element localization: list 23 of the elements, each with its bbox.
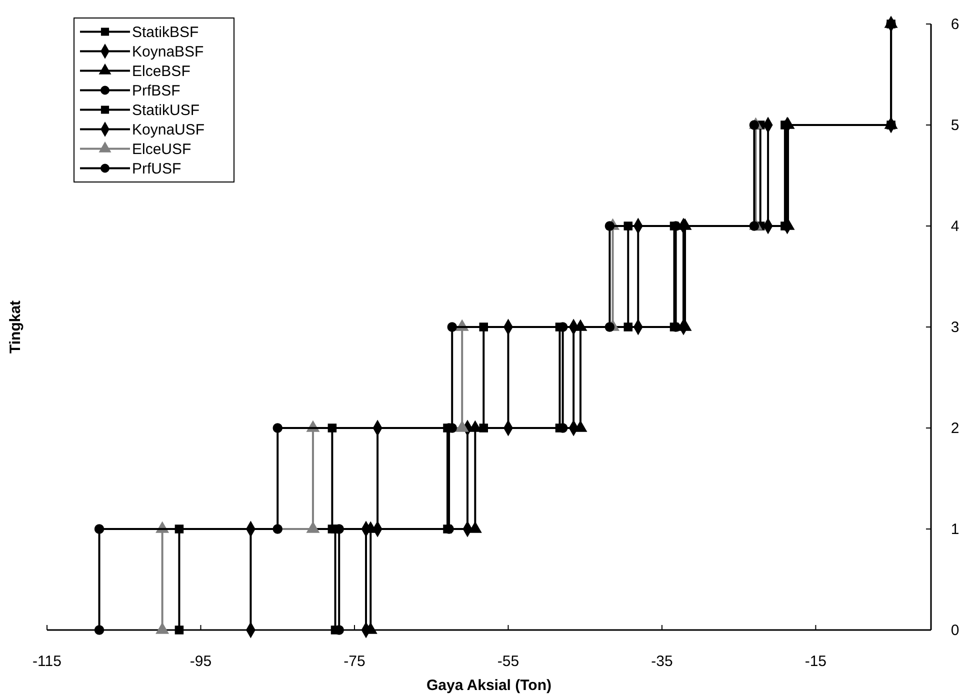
x-tick-label: -55 [497,653,520,670]
legend-label: KoynaUSF [132,121,205,138]
x-tick-label: -15 [804,653,827,670]
y-tick-label: 1 [950,521,960,538]
x-axis-title: Gaya Aksial (Ton) [426,677,552,694]
legend-label: PrfBSF [132,82,180,100]
legend-label: PrfUSF [132,160,182,178]
legend-label: ElceUSF [132,140,192,158]
y-tick-label: 0 [950,622,960,639]
legend-label: KoynaBSF [132,43,204,60]
y-axis-title: Tingkat [7,300,24,354]
legend-label: StatikBSF [132,24,199,41]
y-tick-label: 2 [950,420,960,437]
y-tick-label: 3 [950,319,960,336]
x-tick-label: -95 [190,653,212,670]
legend-label: ElceBSF [132,62,190,80]
y-tick-label: 4 [950,218,960,235]
y-tick-label: 5 [950,117,960,134]
legend-label: StatikUSF [132,102,200,119]
x-tick-label: -35 [651,653,673,670]
x-tick-label: -75 [344,653,366,670]
y-tick-label: 6 [950,16,960,33]
x-tick-label: -115 [32,653,62,670]
